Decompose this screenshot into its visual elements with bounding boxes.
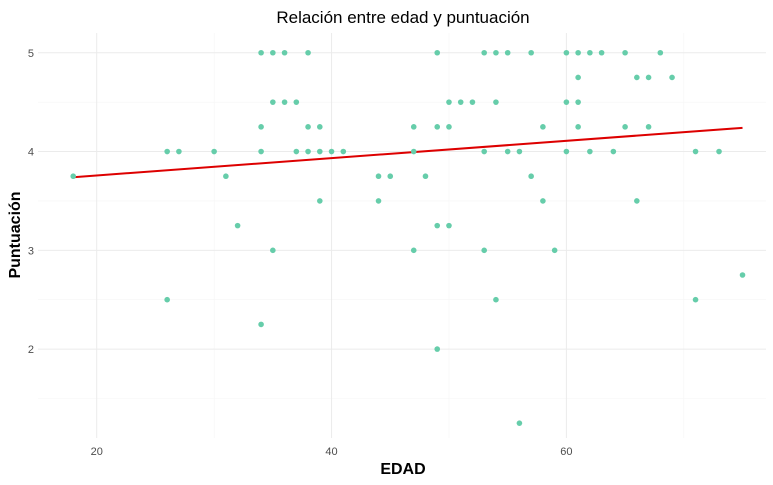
- data-point: [270, 247, 276, 254]
- data-point: [692, 148, 699, 155]
- x-tick-label: 60: [560, 446, 572, 458]
- data-point: [622, 49, 628, 56]
- data-point: [410, 247, 417, 254]
- data-point: [258, 124, 264, 130]
- data-point: [493, 296, 499, 303]
- data-point: [340, 148, 347, 155]
- data-point: [504, 148, 511, 155]
- data-point: [410, 148, 417, 155]
- data-points: [70, 49, 746, 426]
- data-point: [645, 74, 652, 81]
- data-point: [164, 296, 170, 303]
- trend-line-group: [73, 126, 743, 179]
- data-point: [446, 124, 452, 130]
- y-tick-label: 3: [28, 245, 34, 257]
- data-point: [575, 124, 581, 130]
- data-point: [551, 247, 558, 254]
- data-point: [281, 99, 288, 105]
- grid: [38, 33, 766, 438]
- data-point: [528, 49, 534, 56]
- data-point: [504, 49, 511, 56]
- data-point: [70, 173, 77, 180]
- data-point: [481, 148, 487, 155]
- data-point: [457, 99, 464, 105]
- data-point: [540, 198, 546, 204]
- x-axis-title: EDAD: [380, 461, 425, 478]
- data-point: [211, 148, 217, 155]
- data-point: [575, 49, 581, 56]
- x-tick-label: 20: [91, 446, 103, 458]
- data-point: [375, 173, 382, 180]
- data-point: [598, 49, 605, 56]
- data-point: [410, 124, 417, 130]
- data-point: [528, 173, 534, 180]
- trend-line: [73, 126, 743, 179]
- data-point: [258, 148, 264, 155]
- data-point: [481, 49, 487, 56]
- data-point: [469, 99, 476, 105]
- data-point: [446, 222, 452, 229]
- data-point: [305, 49, 311, 56]
- data-point: [234, 222, 241, 229]
- data-point: [540, 124, 546, 130]
- data-point: [434, 124, 441, 130]
- y-tick-label: 2: [28, 344, 34, 356]
- data-point: [305, 124, 311, 130]
- chart-title: Relación entre edad y puntuación: [276, 8, 529, 27]
- y-axis-title: Puntuación: [7, 191, 24, 278]
- data-point: [493, 49, 499, 56]
- data-point: [622, 124, 628, 130]
- data-point: [481, 247, 487, 254]
- data-point: [575, 99, 581, 105]
- data-point: [575, 74, 581, 81]
- data-point: [657, 49, 664, 56]
- data-point: [493, 99, 499, 105]
- data-point: [317, 198, 323, 204]
- data-point: [434, 222, 441, 229]
- data-point: [270, 49, 276, 56]
- data-point: [164, 148, 170, 155]
- data-point: [375, 198, 382, 204]
- data-point: [587, 148, 593, 155]
- data-point: [587, 49, 593, 56]
- data-point: [270, 99, 276, 105]
- y-tick-label: 5: [28, 48, 34, 60]
- data-point: [328, 148, 335, 155]
- data-point: [446, 99, 452, 105]
- data-point: [634, 74, 640, 81]
- data-point: [563, 148, 570, 155]
- data-point: [716, 148, 722, 155]
- data-point: [645, 124, 652, 130]
- data-point: [739, 272, 746, 278]
- data-point: [317, 148, 323, 155]
- data-point: [692, 296, 699, 303]
- x-tick-label: 40: [325, 446, 337, 458]
- data-point: [258, 49, 264, 56]
- data-point: [563, 99, 570, 105]
- data-point: [516, 148, 523, 155]
- y-tick-label: 4: [28, 147, 34, 159]
- data-point: [434, 49, 441, 56]
- tick-labels: 20 40 60 2 3 4 5: [28, 48, 573, 458]
- data-point: [610, 148, 617, 155]
- data-point: [223, 173, 229, 180]
- data-point: [563, 49, 570, 56]
- data-point: [317, 124, 323, 130]
- data-point: [387, 173, 394, 180]
- data-point: [669, 74, 675, 81]
- data-point: [305, 148, 311, 155]
- data-point: [176, 148, 182, 155]
- data-point: [258, 321, 264, 328]
- data-point: [434, 346, 441, 352]
- data-point: [422, 173, 429, 180]
- data-point: [281, 49, 288, 56]
- data-point: [293, 99, 300, 105]
- data-point: [293, 148, 300, 155]
- data-point: [634, 198, 640, 204]
- data-point: [516, 420, 523, 426]
